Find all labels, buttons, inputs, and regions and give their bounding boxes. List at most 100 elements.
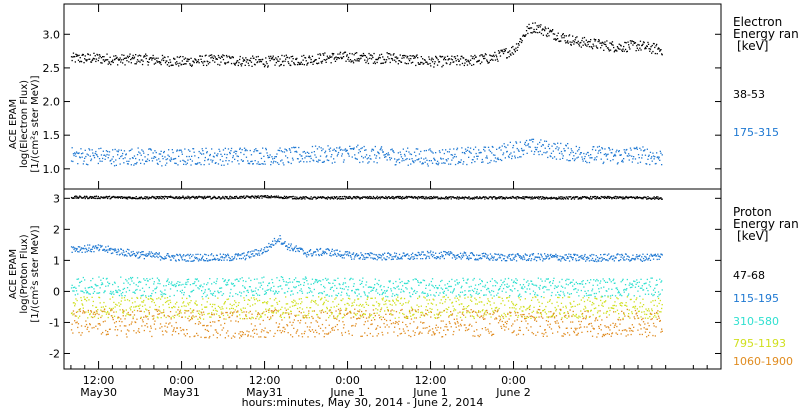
data-point bbox=[659, 150, 661, 152]
data-point bbox=[455, 197, 457, 199]
data-point bbox=[411, 158, 413, 160]
data-point bbox=[127, 56, 129, 59]
data-point bbox=[375, 155, 378, 157]
data-point bbox=[609, 49, 612, 51]
data-point bbox=[313, 160, 315, 162]
data-point bbox=[463, 57, 465, 59]
data-point bbox=[529, 146, 531, 148]
data-point bbox=[433, 287, 436, 289]
data-point bbox=[240, 197, 242, 199]
data-point bbox=[270, 197, 272, 199]
data-point bbox=[448, 254, 450, 256]
data-point bbox=[158, 61, 160, 63]
data-point bbox=[474, 259, 476, 261]
data-point bbox=[317, 280, 319, 282]
data-point bbox=[113, 315, 116, 317]
data-point bbox=[484, 284, 487, 286]
data-point bbox=[596, 278, 598, 281]
data-point bbox=[619, 259, 622, 261]
data-point bbox=[131, 58, 133, 60]
data-point bbox=[138, 257, 141, 259]
data-point bbox=[215, 58, 218, 60]
data-point bbox=[182, 56, 184, 58]
data-point bbox=[319, 155, 322, 157]
data-point bbox=[351, 60, 353, 62]
data-point bbox=[296, 64, 299, 66]
data-point bbox=[272, 162, 274, 164]
data-point bbox=[409, 153, 411, 155]
data-point bbox=[144, 55, 146, 57]
data-point bbox=[200, 284, 202, 286]
data-point bbox=[438, 256, 440, 258]
data-point bbox=[490, 257, 492, 260]
data-point bbox=[164, 164, 167, 166]
data-point bbox=[409, 258, 411, 260]
data-point bbox=[624, 198, 626, 200]
data-point bbox=[314, 251, 317, 253]
data-point bbox=[245, 294, 248, 297]
data-point bbox=[434, 159, 436, 161]
data-point bbox=[379, 57, 381, 59]
data-point bbox=[484, 53, 487, 55]
data-point bbox=[177, 164, 179, 166]
data-point bbox=[101, 245, 103, 247]
data-point bbox=[234, 284, 236, 287]
data-point bbox=[80, 61, 83, 63]
data-point bbox=[628, 159, 630, 161]
data-point bbox=[194, 278, 197, 280]
data-point bbox=[346, 55, 348, 57]
data-point bbox=[512, 257, 515, 259]
data-point bbox=[592, 259, 594, 262]
data-point bbox=[586, 161, 588, 164]
data-point bbox=[527, 32, 529, 35]
data-point bbox=[602, 42, 604, 44]
data-point bbox=[125, 309, 127, 311]
data-point bbox=[528, 197, 530, 199]
data-point bbox=[613, 51, 615, 53]
data-point bbox=[331, 154, 333, 156]
data-point bbox=[593, 195, 595, 198]
data-point bbox=[588, 197, 590, 199]
data-point bbox=[549, 281, 551, 283]
data-point bbox=[532, 290, 535, 292]
data-point bbox=[633, 258, 635, 260]
data-point bbox=[309, 290, 312, 292]
data-point bbox=[661, 53, 663, 55]
data-point bbox=[469, 257, 471, 259]
data-point bbox=[135, 157, 137, 160]
data-point bbox=[114, 282, 116, 284]
data-point bbox=[515, 260, 518, 262]
data-point bbox=[562, 286, 564, 288]
data-point bbox=[421, 197, 423, 199]
data-point bbox=[658, 294, 660, 296]
data-point bbox=[428, 160, 431, 162]
data-point bbox=[122, 311, 124, 313]
data-point bbox=[131, 198, 133, 200]
data-point bbox=[651, 160, 653, 162]
data-point bbox=[174, 259, 177, 261]
data-point bbox=[107, 150, 109, 153]
data-point bbox=[410, 195, 413, 198]
data-point bbox=[548, 282, 551, 284]
data-point bbox=[248, 196, 250, 198]
data-point bbox=[587, 151, 589, 154]
data-point bbox=[603, 161, 605, 163]
data-point bbox=[558, 147, 560, 149]
data-point bbox=[327, 278, 329, 280]
data-point bbox=[248, 163, 251, 165]
data-point bbox=[448, 251, 450, 253]
data-point bbox=[110, 63, 112, 66]
data-point bbox=[187, 260, 190, 262]
data-point bbox=[100, 279, 102, 281]
data-point bbox=[529, 27, 531, 29]
data-point bbox=[133, 253, 136, 255]
data-point bbox=[146, 61, 149, 63]
data-point bbox=[309, 198, 312, 200]
data-point bbox=[522, 197, 525, 200]
data-point bbox=[403, 254, 406, 257]
data-point bbox=[270, 164, 272, 166]
data-point bbox=[374, 284, 376, 286]
data-point bbox=[486, 60, 488, 62]
data-point bbox=[178, 284, 180, 286]
data-point bbox=[507, 197, 509, 199]
